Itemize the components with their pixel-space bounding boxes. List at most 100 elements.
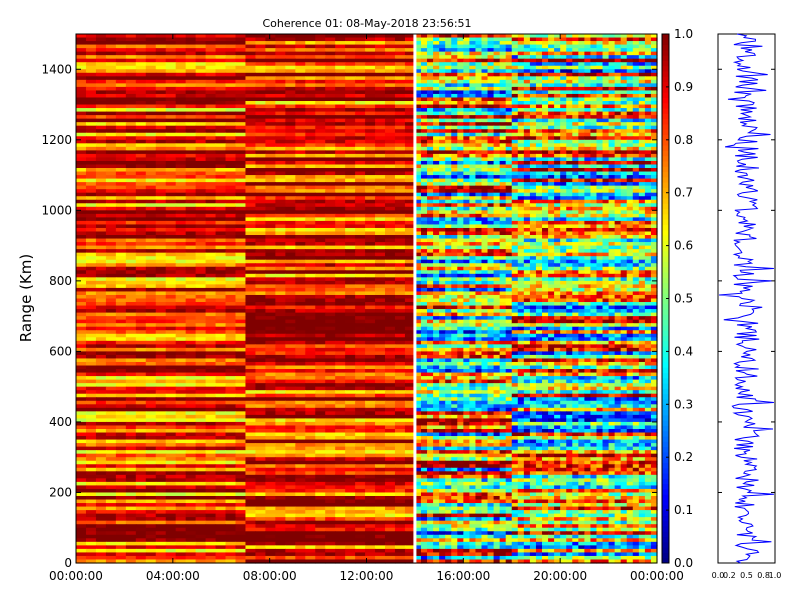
heatmap-cell [76, 206, 87, 211]
heatmap-cell [195, 175, 207, 180]
heatmap-cell [95, 326, 107, 331]
heatmap-cell [235, 259, 247, 264]
heatmap-cell [185, 259, 197, 264]
heatmap-cell [85, 210, 97, 215]
heatmap-cell [245, 485, 257, 490]
heatmap-cell [125, 400, 137, 405]
heatmap-cell [245, 259, 257, 264]
heatmap-cell [305, 460, 316, 465]
heatmap-cell [345, 467, 356, 472]
heatmap-cell [295, 376, 306, 381]
heatmap-cell [215, 270, 227, 275]
heatmap-cell [355, 351, 366, 356]
heatmap-cell [375, 139, 386, 144]
heatmap-cell [285, 213, 296, 218]
heatmap-cell [215, 312, 227, 317]
heatmap-cell [165, 534, 177, 539]
heatmap-cell [305, 242, 316, 247]
heatmap-cell [165, 386, 177, 391]
heatmap-cell [285, 291, 296, 296]
heatmap-cell [365, 464, 376, 469]
heatmap-cell [325, 238, 336, 243]
heatmap-cell [404, 446, 416, 451]
heatmap-cell [205, 41, 217, 46]
heatmap-cell [404, 386, 416, 391]
heatmap-cell [235, 471, 247, 476]
heatmap-cell [305, 337, 316, 342]
heatmap-cell [305, 150, 316, 155]
heatmap-cell [105, 153, 117, 159]
heatmap-cell [115, 76, 127, 81]
heatmap-cell [205, 365, 217, 370]
heatmap-cell [145, 150, 157, 155]
heatmap-cell [205, 555, 217, 561]
heatmap-cell [394, 227, 406, 233]
heatmap-cell [235, 122, 247, 127]
heatmap-cell [95, 488, 107, 494]
heatmap-cell [305, 302, 316, 307]
heatmap-cell [155, 421, 167, 427]
heatmap-cell [275, 393, 286, 398]
heatmap-cell [225, 460, 237, 465]
heatmap-cell [95, 182, 107, 187]
heatmap-cell [225, 421, 237, 427]
heatmap-cell [175, 249, 187, 254]
heatmap-cell [225, 217, 237, 222]
heatmap-cell [135, 555, 147, 561]
heatmap-cell [404, 425, 416, 430]
heatmap-cell [225, 471, 237, 476]
heatmap-cell [145, 143, 157, 148]
heatmap-cell [155, 517, 167, 522]
heatmap-cell [105, 548, 117, 554]
heatmap-cell [115, 83, 127, 88]
heatmap-cell [225, 238, 237, 243]
heatmap-cell [165, 471, 177, 476]
heatmap-cell [255, 376, 266, 381]
heatmap-cell [245, 478, 257, 483]
heatmap-cell [95, 520, 107, 525]
heatmap-cell [245, 213, 257, 218]
heatmap-cell [345, 72, 356, 77]
heatmap-cell [255, 101, 266, 106]
heatmap-cell [185, 273, 197, 278]
heatmap-cell [215, 69, 227, 74]
heatmap-cell [145, 534, 157, 539]
heatmap-cell [85, 372, 97, 377]
heatmap-cell [375, 453, 386, 458]
heatmap-cell [394, 319, 406, 324]
heatmap-cell [335, 55, 346, 60]
heatmap-cell [76, 527, 87, 532]
heatmap-cell [105, 411, 117, 416]
heatmap-cell [245, 58, 257, 63]
heatmap-cell [205, 495, 217, 501]
heatmap-cell [225, 510, 237, 515]
heatmap-cell [105, 270, 117, 275]
heatmap-cell [235, 132, 247, 137]
heatmap-cell [85, 340, 97, 345]
heatmap-cell [265, 404, 276, 409]
heatmap-cell [95, 436, 107, 441]
heatmap-cell [325, 418, 336, 423]
heatmap-cell [135, 333, 147, 338]
heatmap-cell [305, 330, 316, 335]
heatmap-cell [85, 481, 97, 487]
heatmap-cell [275, 397, 286, 402]
heatmap-cell [225, 316, 237, 321]
heatmap-cell [345, 527, 356, 532]
heatmap-cell [165, 397, 177, 402]
heatmap-cell [155, 185, 167, 190]
heatmap-cell [365, 111, 376, 116]
heatmap-cell [385, 471, 396, 476]
heatmap-cell [245, 291, 257, 296]
heatmap-cell [285, 259, 296, 264]
heatmap-cell [255, 90, 266, 95]
heatmap-cell [155, 358, 167, 363]
heatmap-cell [335, 259, 346, 264]
heatmap-cell [385, 347, 396, 352]
heatmap-cell [175, 178, 187, 183]
heatmap-cell [315, 386, 326, 391]
heatmap-cell [95, 62, 107, 67]
heatmap-cell [275, 386, 286, 391]
heatmap-cell [215, 397, 227, 402]
heatmap-cell [335, 69, 346, 74]
